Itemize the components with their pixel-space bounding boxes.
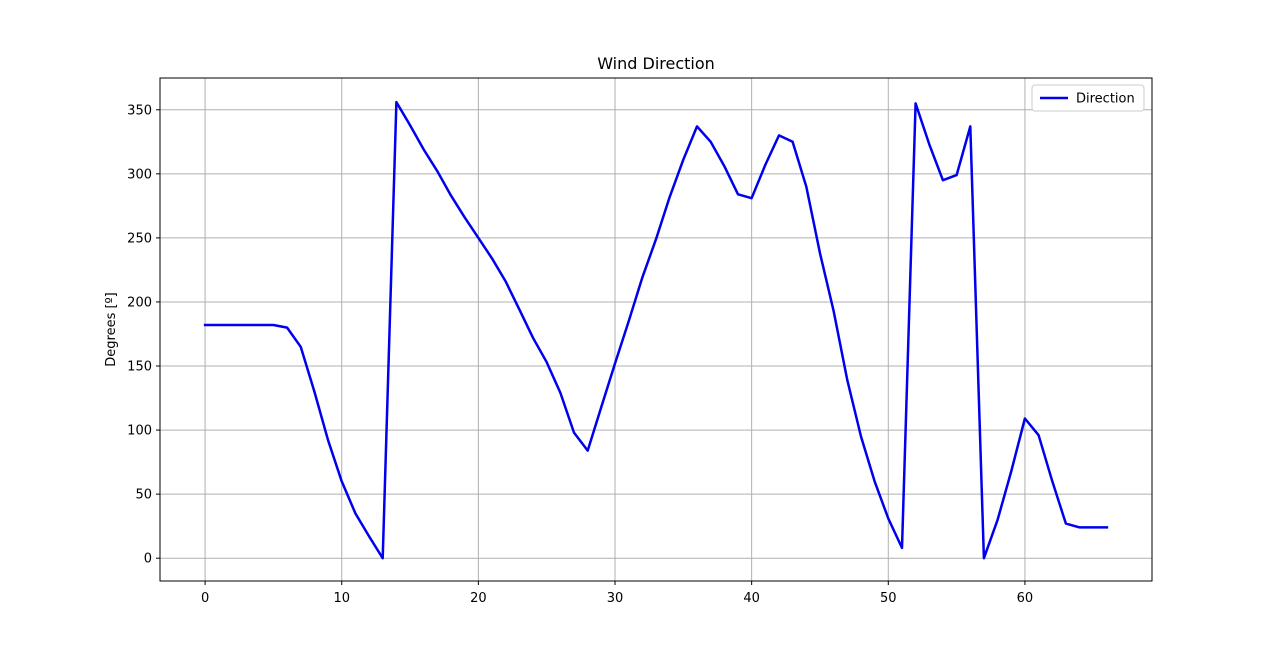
y-tick-label: 300 (127, 167, 152, 182)
y-axis-title: Degrees [º] (104, 292, 119, 367)
chart-title: Wind Direction (597, 54, 715, 73)
y-tick-label: 150 (127, 360, 152, 375)
grid (160, 78, 1152, 581)
y-tick-label: 100 (127, 424, 152, 439)
x-tick-label: 20 (470, 591, 487, 606)
legend-label-direction: Direction (1076, 92, 1135, 107)
y-axis: 0 50 100 150 200 250 300 350 (127, 103, 160, 567)
x-tick-label: 40 (743, 591, 760, 606)
series-layer (203, 100, 1109, 560)
x-tick-label: 30 (607, 591, 624, 606)
x-tick-label: 0 (201, 591, 209, 606)
x-tick-label: 10 (333, 591, 350, 606)
x-axis: 0 10 20 30 40 50 60 (201, 581, 1033, 606)
legend: Direction (1031, 84, 1145, 112)
plot-frame (159, 77, 1153, 582)
y-tick-label: 0 (144, 552, 152, 567)
legend-box (1031, 84, 1145, 112)
x-tick-label: 50 (880, 591, 897, 606)
y-tick-label: 50 (135, 488, 152, 503)
y-tick-label: 350 (127, 103, 152, 118)
series-line-direction (203, 100, 1109, 560)
y-tick-label: 250 (127, 231, 152, 246)
x-tick-label: 60 (1017, 591, 1034, 606)
y-tick-label: 200 (127, 295, 152, 310)
